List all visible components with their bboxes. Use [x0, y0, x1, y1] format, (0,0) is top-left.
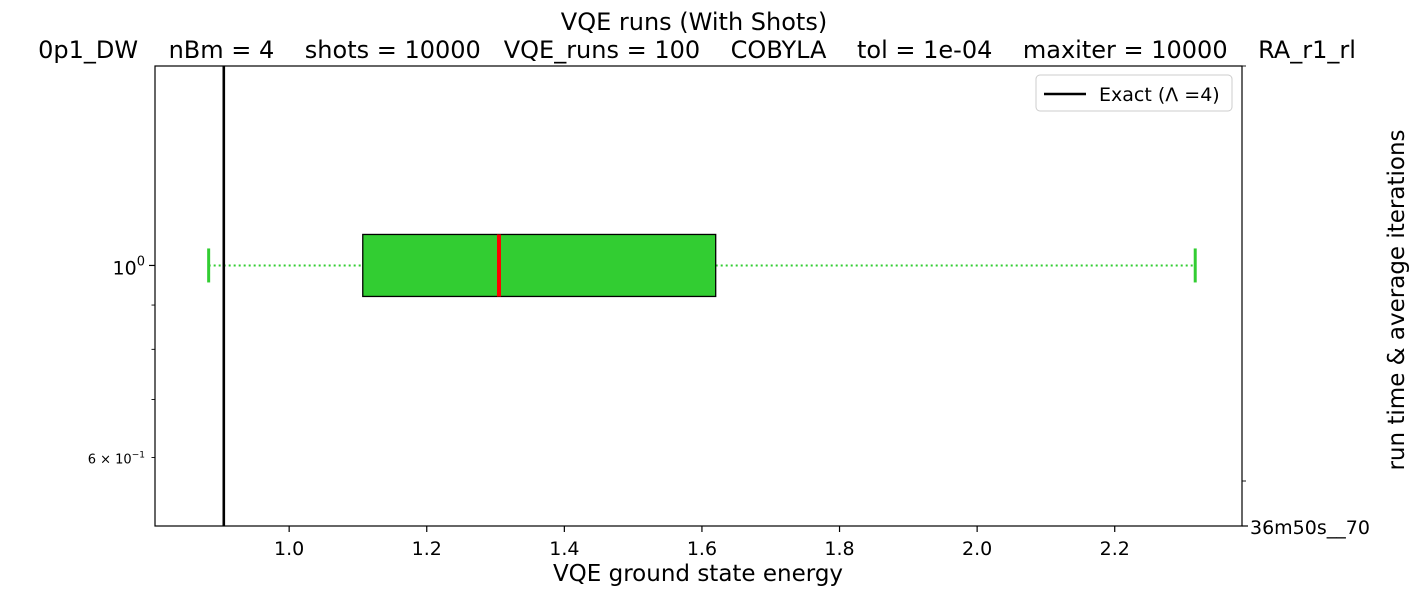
- x-tick-label: 1.6: [687, 538, 717, 560]
- y-tick-label: 6 × 10−1: [88, 450, 145, 467]
- box-iqr: [362, 233, 717, 298]
- x-tick-label: 1.0: [274, 538, 304, 560]
- y-tick-label: 100: [113, 254, 145, 279]
- chart-title: VQE runs (With Shots): [561, 8, 827, 36]
- x-tick-label: 1.4: [549, 538, 579, 560]
- chart-subtitle: 0p1_DW nBm = 4 shots = 10000 VQE_runs = …: [38, 36, 1356, 64]
- plot-frame: [154, 65, 1243, 527]
- legend-exact-label: Exact (Λ =4): [1099, 84, 1220, 106]
- x-tick-label: 2.0: [962, 538, 992, 560]
- right-axis-label: run time & average iterations: [1384, 129, 1410, 470]
- x-axis-label: VQE ground state energy: [553, 561, 843, 587]
- x-tick-label: 1.8: [824, 538, 854, 560]
- legend-box: [1035, 74, 1233, 112]
- x-tick-label: 2.2: [1100, 538, 1130, 560]
- legend: Exact (Λ =4): [1035, 74, 1233, 112]
- right-tick-label: 36m50s__70: [1250, 517, 1370, 539]
- x-tick-label: 1.2: [412, 538, 442, 560]
- y-tick-exponent: 0: [137, 254, 145, 269]
- y-tick-exponent: −1: [132, 450, 145, 460]
